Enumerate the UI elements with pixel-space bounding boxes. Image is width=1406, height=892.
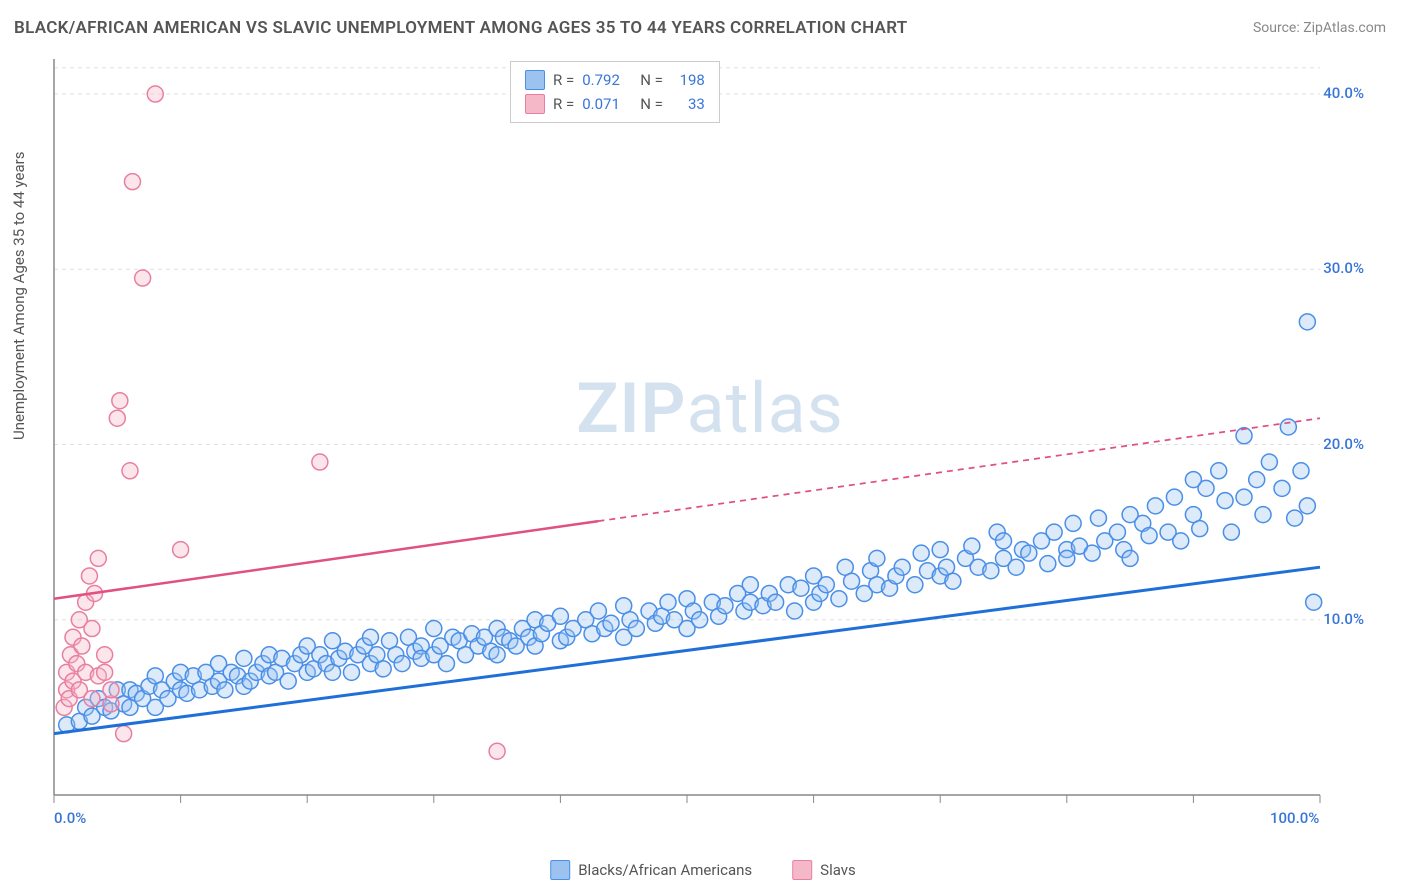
plot-svg	[50, 55, 1370, 825]
stats-n-label: N =	[640, 68, 663, 92]
legend: Blacks/African Americans Slavs	[550, 860, 856, 880]
stats-row-blacks: R = 0.792 N = 198	[525, 68, 705, 92]
stats-row-slavs: R = 0.071 N = 33	[525, 92, 705, 116]
y-axis-label: Unemployment Among Ages 35 to 44 years	[10, 152, 28, 440]
y-tick-label: 30.0%	[1323, 259, 1364, 277]
legend-swatch-slavs	[792, 860, 812, 880]
stats-r-value: 0.071	[582, 92, 632, 116]
stats-n-value: 198	[671, 68, 705, 92]
stats-r-label: R =	[553, 68, 574, 92]
legend-item-blacks: Blacks/African Americans	[550, 860, 752, 880]
legend-item-slavs: Slavs	[792, 860, 856, 880]
y-tick-label: 20.0%	[1323, 435, 1364, 453]
x-tick-label: 100.0%	[1270, 809, 1319, 827]
source-attribution: Source: ZipAtlas.com	[1253, 20, 1386, 36]
stats-swatch	[525, 70, 545, 90]
y-tick-label: 40.0%	[1323, 84, 1364, 102]
y-tick-label: 10.0%	[1323, 610, 1364, 628]
legend-swatch-blacks	[550, 860, 570, 880]
legend-label-blacks: Blacks/African Americans	[578, 861, 752, 879]
chart-title: BLACK/AFRICAN AMERICAN VS SLAVIC UNEMPLO…	[14, 18, 908, 38]
x-tick-label: 0.0%	[54, 809, 86, 827]
stats-n-label: N =	[640, 92, 663, 116]
legend-label-slavs: Slavs	[820, 861, 856, 879]
correlation-stats-box: R = 0.792 N = 198 R = 0.071 N = 33	[510, 61, 720, 123]
scatter-plot: ZIPatlas R =0.792N =198R =0.071N =33 10.…	[50, 55, 1370, 825]
stats-r-label: R =	[553, 92, 574, 116]
stats-swatch	[525, 94, 545, 114]
stats-n-value: 33	[671, 92, 705, 116]
stats-r-value: 0.792	[582, 68, 632, 92]
